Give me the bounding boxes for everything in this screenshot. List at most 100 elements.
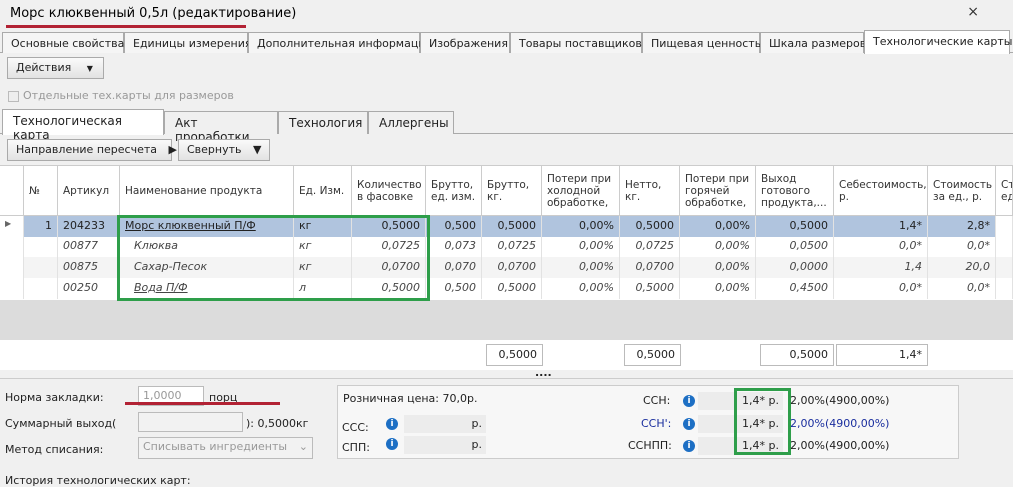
cell-cold-loss[interactable]: 0,00% — [542, 257, 620, 278]
actions-button[interactable]: Действия ▼ — [7, 57, 104, 79]
cell-number[interactable]: 1 — [24, 216, 58, 237]
column-header-netto[interactable]: Нетто, кг. — [620, 166, 680, 216]
tab-units[interactable]: Единицы измерения — [124, 32, 252, 53]
cell-extra[interactable] — [996, 236, 1013, 257]
tab-additional[interactable]: Дополнительная информация — [248, 32, 432, 53]
norm-unit: порц — [209, 391, 238, 404]
cell-product-name[interactable]: Вода П/Ф — [120, 278, 294, 299]
cell-article[interactable]: 00877 — [58, 236, 120, 257]
cell-brutto-kg[interactable]: 0,5000 — [482, 278, 542, 299]
cell-brutto-unit[interactable]: 0,500 — [426, 278, 482, 299]
tab-nutrition[interactable]: Пищевая ценность — [642, 32, 761, 53]
column-header-unit-cost[interactable]: Стоимость за ед., р. — [928, 166, 996, 216]
cell-brutto-kg[interactable]: 0,0700 — [482, 257, 542, 278]
cell-hot-loss[interactable]: 0,00% — [680, 236, 756, 257]
separate-cards-checkbox[interactable]: Отдельные тех.карты для размеров — [8, 89, 234, 102]
column-header-cost[interactable]: Себестоимость, р. — [834, 166, 928, 216]
cell-product-name[interactable]: Сахар-Песок — [120, 257, 294, 278]
tab-basic[interactable]: Основные свойства — [2, 32, 124, 53]
norm-input[interactable]: 1,0000 — [138, 386, 204, 406]
method-select[interactable]: Списывать ингредиенты ⌄ — [138, 437, 313, 459]
cell-cold-loss[interactable]: 0,00% — [542, 236, 620, 257]
cell-extra[interactable] — [996, 278, 1013, 299]
column-header-unit[interactable]: Ед. Изм. — [294, 166, 352, 216]
subtab-act[interactable]: Акт проработки — [164, 111, 278, 144]
info-icon[interactable]: i — [683, 395, 695, 407]
cell-cost[interactable]: 0,0* — [834, 278, 928, 299]
cell-cost[interactable]: 1,4 — [834, 257, 928, 278]
column-header-hot-loss[interactable]: Потери при горячей обработке, — [680, 166, 756, 216]
cell-qty-pack[interactable]: 0,5000 — [352, 216, 426, 237]
cell-article[interactable]: 00875 — [58, 257, 120, 278]
cell-output[interactable]: 0,0500 — [756, 236, 834, 257]
checkbox-icon — [8, 90, 19, 102]
column-header-cold-loss[interactable]: Потери при холодной обработке, — [542, 166, 620, 216]
splitter-handle[interactable]: .... — [535, 366, 552, 379]
subtab-allergens[interactable]: Аллергены — [368, 111, 454, 134]
cell-output[interactable]: 0,4500 — [756, 278, 834, 299]
cell-qty-pack[interactable]: 0,0700 — [352, 257, 426, 278]
subtab-technology[interactable]: Технология — [278, 111, 368, 134]
cell-unit-cost[interactable]: 2,8* — [928, 216, 996, 237]
cell-unit-cost[interactable]: 20,0 — [928, 257, 996, 278]
cell-brutto-kg[interactable]: 0,0725 — [482, 236, 542, 257]
info-icon[interactable]: i — [683, 418, 695, 430]
cell-netto[interactable]: 0,5000 — [620, 216, 680, 237]
tab-images[interactable]: Изображения — [420, 32, 510, 53]
cell-hot-loss[interactable]: 0,00% — [680, 257, 756, 278]
cell-unit[interactable]: кг — [294, 216, 352, 237]
collapse-button[interactable]: Свернуть ▼ — [178, 139, 270, 161]
cell-number[interactable] — [24, 257, 58, 278]
cell-article[interactable]: 204233 — [58, 216, 120, 237]
cell-unit-cost[interactable]: 0,0* — [928, 278, 996, 299]
method-label: Метод списания: — [5, 443, 104, 456]
cell-extra[interactable] — [996, 216, 1013, 237]
info-icon[interactable]: i — [386, 438, 398, 450]
cell-brutto-unit[interactable]: 0,073 — [426, 236, 482, 257]
column-header-product-name[interactable]: Наименование продукта — [120, 166, 294, 216]
cell-unit-cost[interactable]: 0,0* — [928, 236, 996, 257]
column-header-number[interactable]: № — [24, 166, 58, 216]
cell-product-name[interactable]: Клюква — [120, 236, 294, 257]
cell-hot-loss[interactable]: 0,00% — [680, 216, 756, 237]
info-icon[interactable]: i — [683, 440, 695, 452]
cell-product-name[interactable]: Морс клюквенный П/Ф — [120, 216, 294, 237]
tab-supplier-goods[interactable]: Товары поставщиков — [510, 32, 642, 53]
subtab-tech-card[interactable]: Технологическая карта — [2, 109, 164, 142]
cell-output[interactable]: 0,5000 — [756, 216, 834, 237]
cell-netto[interactable]: 0,0725 — [620, 236, 680, 257]
column-header-extra[interactable]: Ст ед — [996, 166, 1013, 216]
tab-size-scale[interactable]: Шкала размеров — [760, 32, 866, 53]
column-header-article[interactable]: Артикул — [58, 166, 120, 216]
total-output-input[interactable] — [138, 412, 243, 432]
cell-brutto-unit[interactable]: 0,070 — [426, 257, 482, 278]
column-header-qty-pack[interactable]: Количество в фасовке — [352, 166, 426, 216]
cell-unit[interactable]: кг — [294, 236, 352, 257]
cell-unit[interactable]: л — [294, 278, 352, 299]
cell-cold-loss[interactable]: 0,00% — [542, 278, 620, 299]
cell-number[interactable] — [24, 236, 58, 257]
cell-brutto-kg[interactable]: 0,5000 — [482, 216, 542, 237]
cell-qty-pack[interactable]: 0,5000 — [352, 278, 426, 299]
cell-article[interactable]: 00250 — [58, 278, 120, 299]
close-icon[interactable]: × — [967, 4, 979, 20]
cell-netto[interactable]: 0,5000 — [620, 278, 680, 299]
cell-cost[interactable]: 0,0* — [834, 236, 928, 257]
cell-hot-loss[interactable]: 0,00% — [680, 278, 756, 299]
cell-cold-loss[interactable]: 0,00% — [542, 216, 620, 237]
row-indicator-icon — [0, 257, 24, 278]
cell-unit[interactable]: кг — [294, 257, 352, 278]
cell-cost[interactable]: 1,4* — [834, 216, 928, 237]
tab-tech-cards[interactable]: Технологические карты — [864, 30, 1012, 54]
info-icon[interactable]: i — [386, 418, 398, 430]
cell-number[interactable] — [24, 278, 58, 299]
cell-output[interactable]: 0,0000 — [756, 257, 834, 278]
column-header-brutto-unit[interactable]: Брутто, ед. изм. — [426, 166, 482, 216]
cell-extra[interactable] — [996, 257, 1013, 278]
cell-brutto-unit[interactable]: 0,500 — [426, 216, 482, 237]
cell-netto[interactable]: 0,0700 — [620, 257, 680, 278]
column-header-brutto-kg[interactable]: Брутто, кг. — [482, 166, 542, 216]
direction-button[interactable]: Направление пересчета ▶ — [7, 139, 177, 161]
cell-qty-pack[interactable]: 0,0725 — [352, 236, 426, 257]
column-header-output[interactable]: Выход готового продукта,... — [756, 166, 834, 216]
